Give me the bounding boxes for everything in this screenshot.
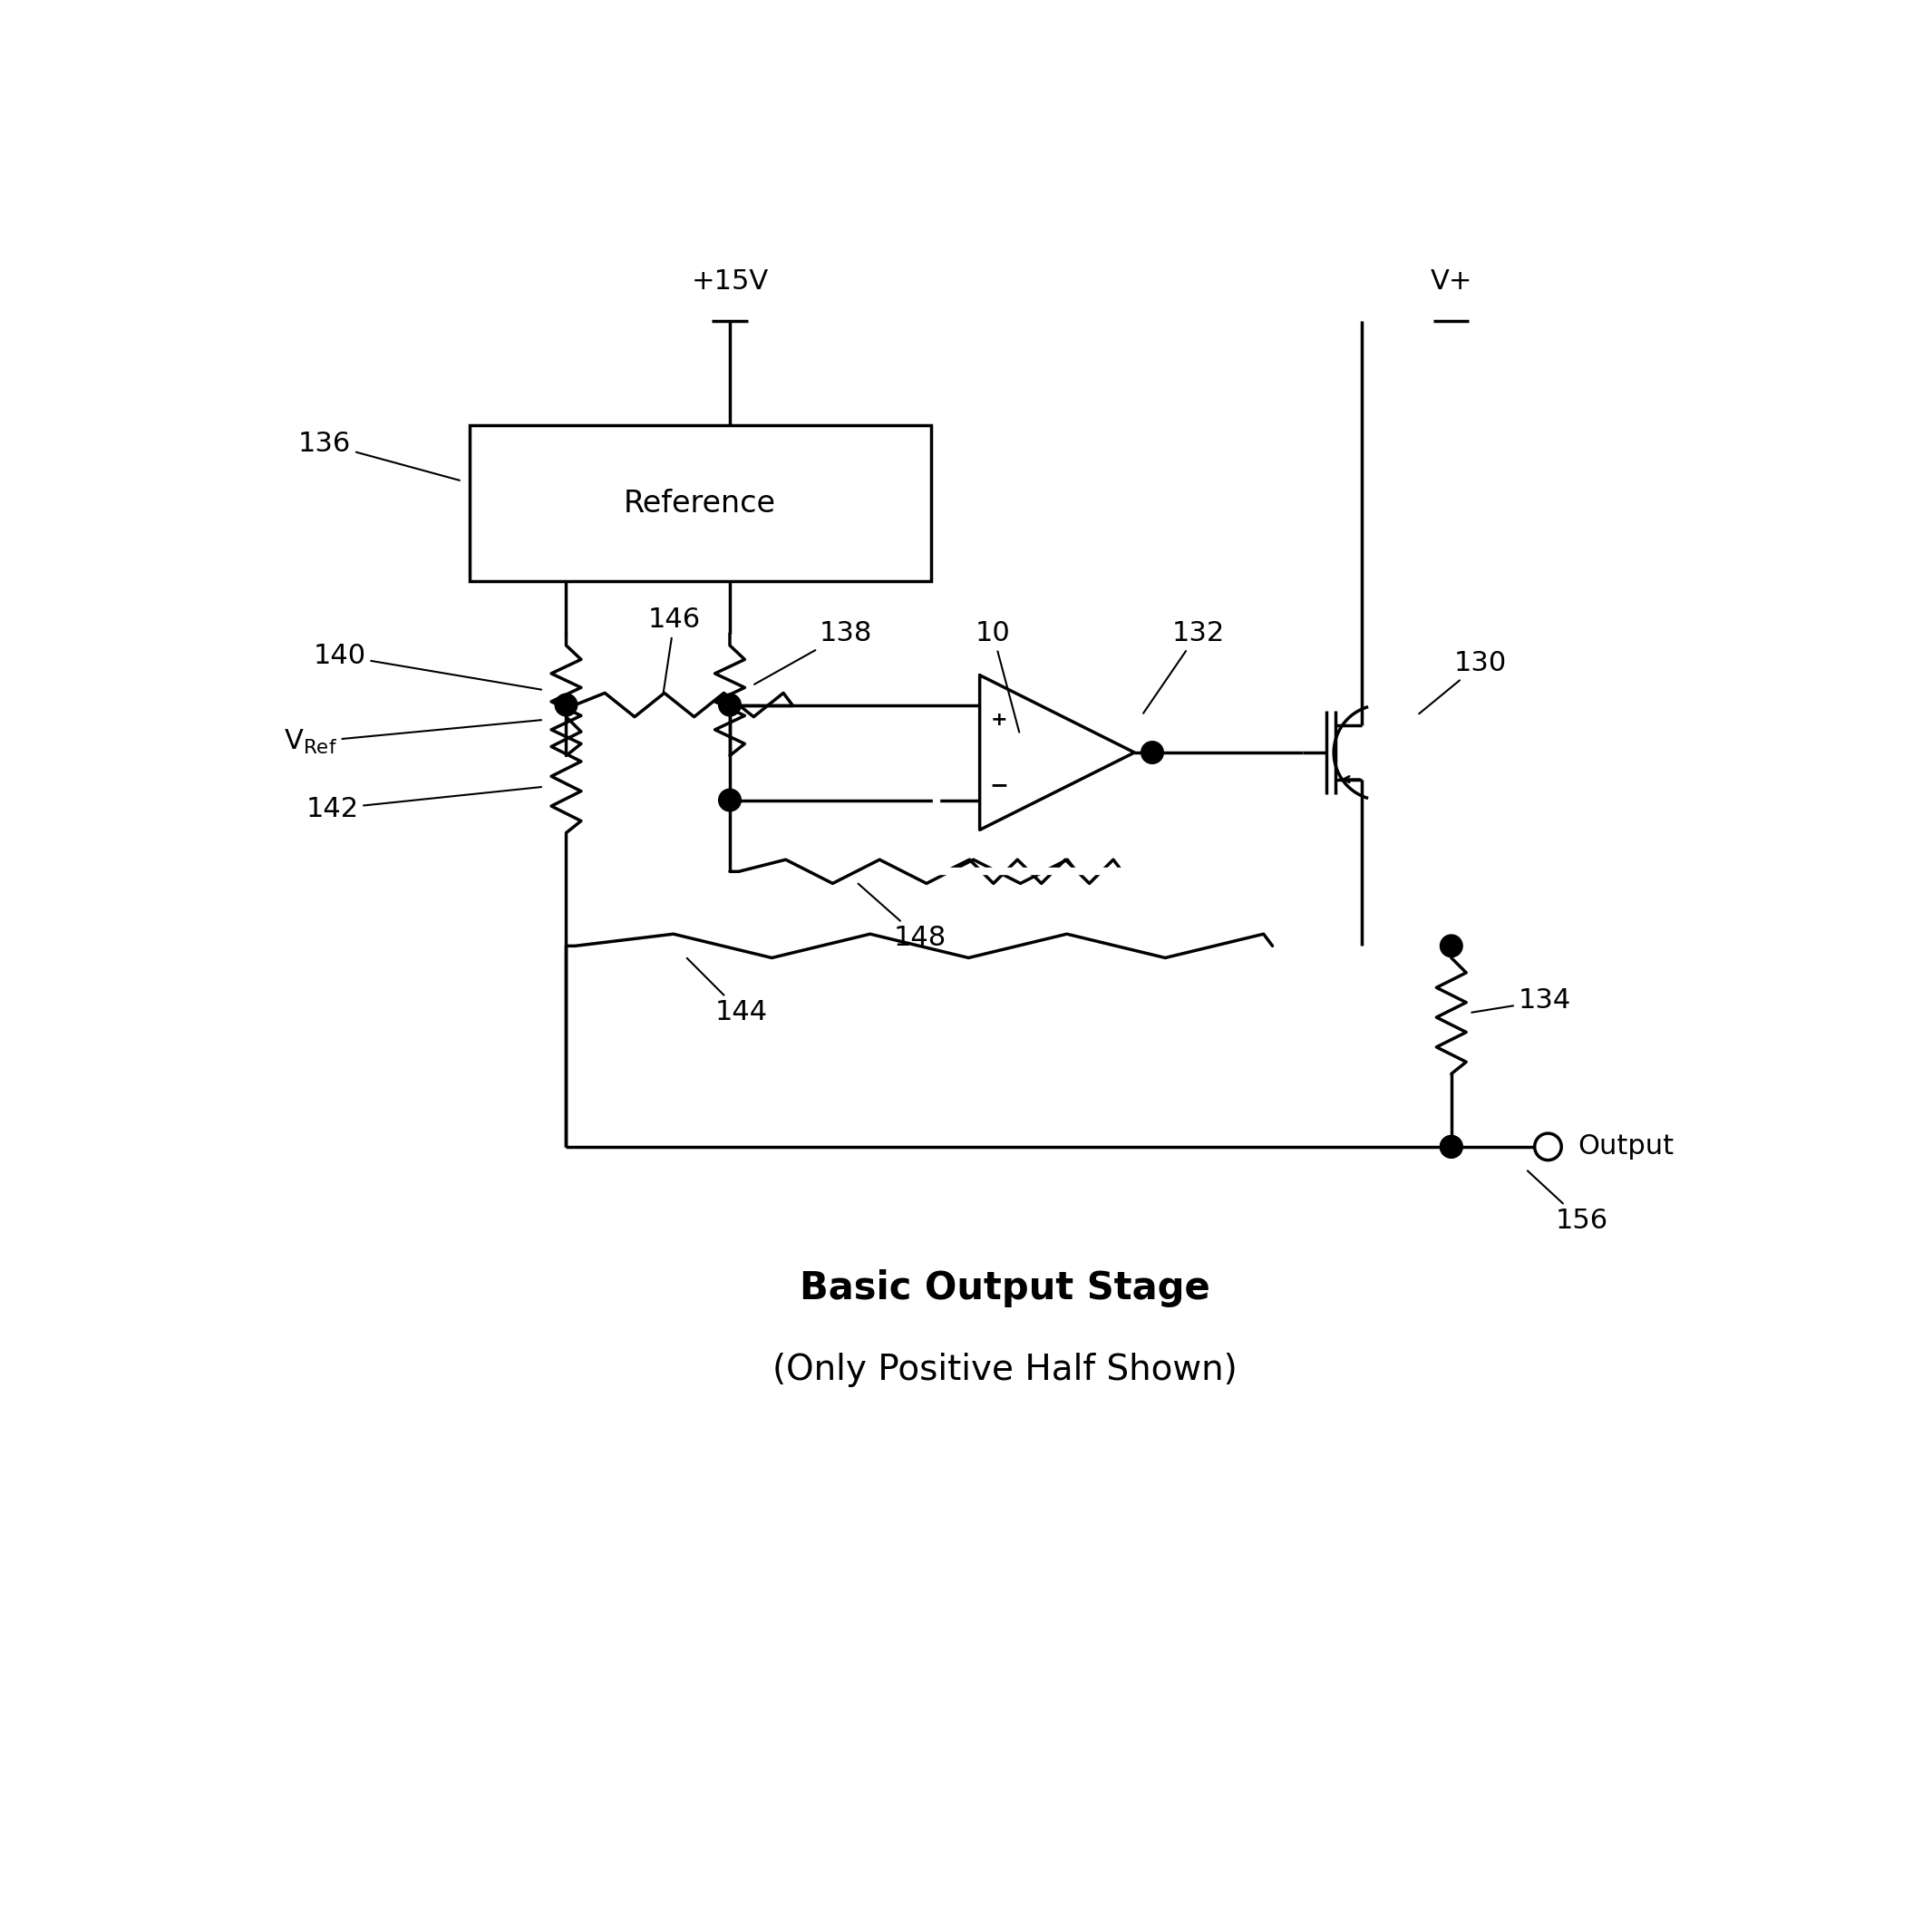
Text: 130: 130 (1418, 649, 1507, 713)
Text: −: − (989, 775, 1009, 796)
Text: Reference: Reference (624, 489, 777, 518)
Circle shape (1439, 1136, 1463, 1157)
Circle shape (1439, 1136, 1463, 1157)
Text: 142: 142 (305, 786, 541, 821)
Text: V+: V+ (1430, 269, 1472, 294)
Text: +15V: +15V (692, 269, 769, 294)
Circle shape (719, 694, 742, 717)
Text: 10: 10 (976, 620, 1020, 732)
Circle shape (554, 694, 578, 717)
Text: 148: 148 (858, 883, 947, 951)
FancyBboxPatch shape (469, 425, 931, 582)
Circle shape (1439, 935, 1463, 956)
Text: (Only Positive Half Shown): (Only Positive Half Shown) (773, 1352, 1238, 1387)
Text: 134: 134 (1472, 987, 1571, 1014)
Text: Basic Output Stage: Basic Output Stage (800, 1269, 1209, 1308)
Text: 136: 136 (298, 431, 460, 481)
Text: 140: 140 (313, 643, 541, 690)
Text: +: + (991, 711, 1007, 728)
Text: 144: 144 (688, 958, 767, 1026)
Text: 138: 138 (753, 620, 871, 684)
Text: 156: 156 (1528, 1171, 1607, 1235)
Text: 146: 146 (647, 607, 701, 694)
Circle shape (719, 788, 742, 811)
Text: V$_{\mathregular{Ref}}$: V$_{\mathregular{Ref}}$ (284, 721, 541, 755)
Text: Output: Output (1578, 1134, 1673, 1159)
Text: 132: 132 (1144, 620, 1225, 713)
Circle shape (1142, 742, 1163, 763)
